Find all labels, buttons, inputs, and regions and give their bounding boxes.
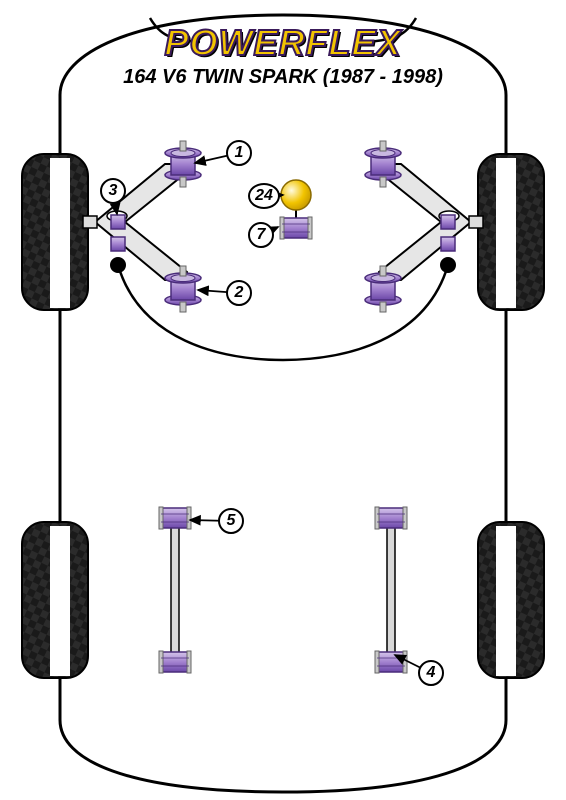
chassis-diagram xyxy=(0,0,566,800)
bushing-3-left-a xyxy=(111,215,125,229)
callout-5: 5 xyxy=(218,508,244,534)
callout-label: 1 xyxy=(226,140,252,166)
rear-link-right xyxy=(375,507,407,673)
model-subtitle: 164 V6 TWIN SPARK (1987 - 1998) xyxy=(123,66,443,89)
rear-link-left xyxy=(159,507,191,673)
callout-1: 1 xyxy=(226,140,252,166)
gear-linkage xyxy=(280,180,312,239)
callout-7: 7 xyxy=(248,222,274,248)
callout-3: 3 xyxy=(100,178,126,204)
bushing-3-right-a xyxy=(441,215,455,229)
callout-24: 24 xyxy=(248,183,280,209)
callout-2: 2 xyxy=(226,280,252,306)
wishbone-right xyxy=(379,164,471,280)
callout-label: 4 xyxy=(418,660,444,686)
callout-label: 24 xyxy=(248,183,280,209)
callout-label: 3 xyxy=(100,178,126,204)
callout-label: 2 xyxy=(226,280,252,306)
callout-label: 5 xyxy=(218,508,244,534)
brand-logo: POWERFLEX xyxy=(164,22,401,64)
callout-label: 7 xyxy=(248,222,274,248)
bushing-3-left-b xyxy=(111,237,125,251)
callout-4: 4 xyxy=(418,660,444,686)
bushing-7 xyxy=(280,217,312,239)
bushing-3-right-b xyxy=(441,237,455,251)
bushing-24 xyxy=(281,180,311,210)
